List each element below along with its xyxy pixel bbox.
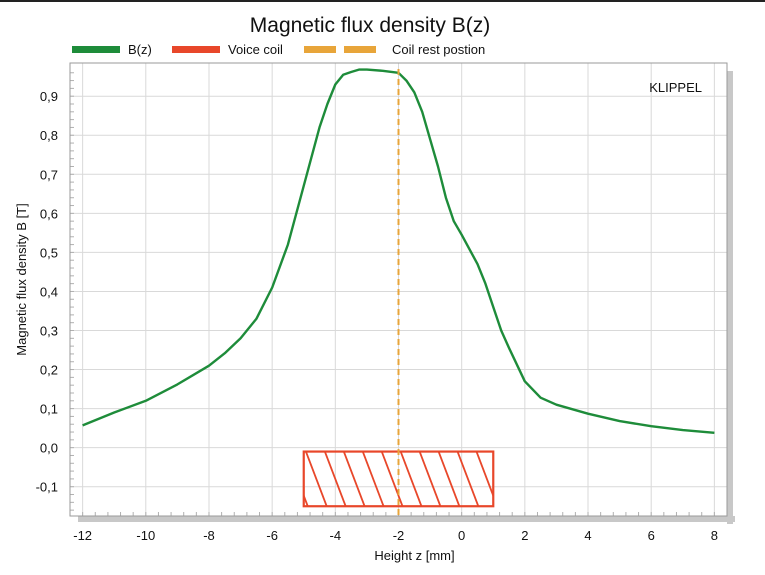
voice-coil-hatch-line [361,451,385,507]
y-tick-label: -0,1 [36,480,58,495]
plot-shadow-right [727,71,733,524]
y-tick-label: 0,9 [40,89,58,104]
y-tick-label: 0,6 [40,206,58,221]
voice-coil-hatch-line [305,451,328,507]
x-tick-label: 8 [711,528,718,543]
legend-swatch-coil-rest-b [344,46,376,53]
x-tick-label: 0 [458,528,465,543]
voice-coil-hatch-line [456,451,480,507]
y-tick-label: 0,2 [40,363,58,378]
plot-shadow-bottom [78,516,735,522]
x-tick-label: -10 [136,528,155,543]
voice-coil-hatch-line [399,451,423,507]
x-tick-label: -2 [393,528,405,543]
legend-swatch-bz [72,46,120,53]
series-line-bz [82,68,715,434]
top-border [0,0,765,2]
voice-coil-hatch-line [324,451,347,507]
x-tick-label: 6 [648,528,655,543]
plot-frame [69,62,728,517]
y-tick-label: 0,5 [40,245,58,260]
legend-swatch-voice-coil [172,46,220,53]
legend-label-coil-rest: Coil rest postion [392,42,486,57]
y-axis-label: Magnetic flux density B [T] [14,203,29,355]
x-tick-label: -4 [330,528,342,543]
voice-coil-hatch-line [418,451,442,507]
legend-label-bz: B(z) [128,42,152,57]
voice-coil-hatch-line [437,451,461,507]
x-axis-label: Height z [mm] [374,548,454,563]
x-tick-label: -8 [203,528,215,543]
voice-coil-hatch-line [475,451,494,499]
legend-swatch-coil-rest-a [304,46,336,53]
y-tick-label: 0,4 [40,284,58,299]
x-tick-label: 2 [521,528,528,543]
y-tick-label: 0,7 [40,167,58,182]
voice-coil-hatch-line [380,451,404,507]
x-tick-label: -12 [73,528,92,543]
chart-title: Magnetic flux density B(z) [249,14,491,37]
legend-label-voice-coil: Voice coil [228,42,283,57]
y-tick-label: 0,8 [40,128,58,143]
voice-coil-hatch-line [342,451,366,507]
x-tick-label: -6 [266,528,278,543]
y-tick-label: 0,1 [40,402,58,417]
klippel-watermark: KLIPPEL [649,80,702,95]
x-tick-label: 4 [584,528,591,543]
y-tick-label: 0,0 [40,441,58,456]
y-tick-label: 0,3 [40,324,58,339]
